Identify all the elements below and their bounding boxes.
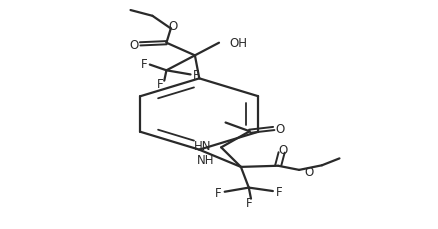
Text: O: O (129, 39, 139, 52)
Text: F: F (193, 69, 200, 82)
Text: F: F (156, 78, 163, 91)
Text: O: O (275, 122, 285, 135)
Text: OH: OH (230, 37, 247, 49)
Text: HN: HN (194, 139, 212, 152)
Text: F: F (141, 58, 148, 71)
Text: F: F (215, 186, 222, 199)
Text: NH: NH (197, 154, 214, 167)
Text: F: F (245, 196, 252, 209)
Text: O: O (305, 165, 314, 178)
Text: F: F (276, 185, 283, 198)
Text: O: O (278, 143, 288, 156)
Text: O: O (169, 20, 178, 33)
